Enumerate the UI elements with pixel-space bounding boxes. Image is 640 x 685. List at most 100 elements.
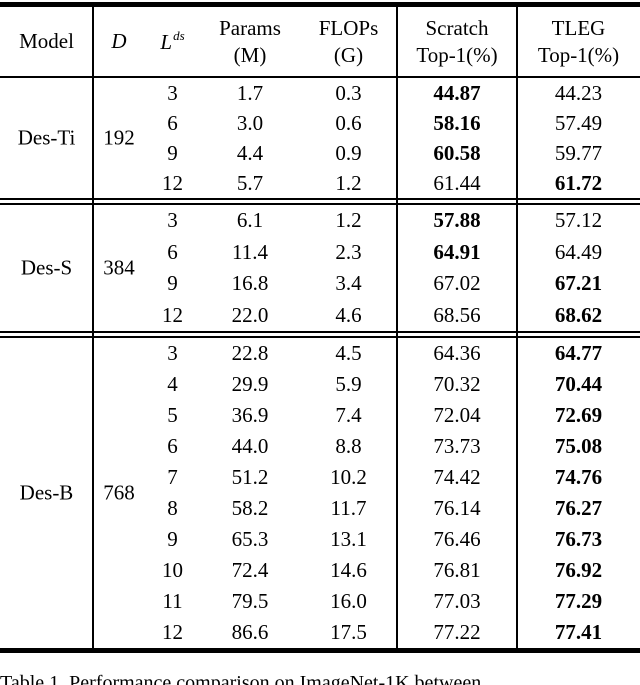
cell-tleg-top1: 57.12 [554,208,603,233]
column-header-model-label: Model [19,29,74,53]
table-row: 3 22.8 4.5 64.36 64.77 [0,338,640,369]
cell-tleg-top1: 64.77 [554,341,603,365]
cell-flops: 0.3 [335,80,362,105]
table-row: 6 11.4 2.3 64.91 64.49 [0,237,640,269]
cell-tleg-top1: 67.21 [554,271,603,296]
cell-params: 79.5 [231,589,269,613]
cell-tleg-top1: 64.49 [554,239,603,264]
cell-lds: 3 [167,341,178,365]
cell-params: 44.0 [231,434,269,458]
cell-tleg-top1: 76.27 [554,496,603,520]
column-header-tleg: TLEG Top-1(%) [517,15,640,69]
table-row: 6 44.0 8.8 73.73 75.08 [0,431,640,462]
table-row: 12 22.0 4.6 68.56 68.62 [0,300,640,332]
cell-flops: 11.7 [330,496,367,520]
cell-scratch-top1: 44.87 [433,80,481,105]
cell-flops: 16.0 [330,589,367,613]
cell-flops: 10.2 [330,465,367,489]
cell-lds: 8 [167,496,178,520]
cell-params: 1.7 [236,80,264,105]
table-row: 3 1.7 0.3 44.87 44.23 [0,78,640,108]
cell-params: 65.3 [231,527,269,551]
cell-lds: 9 [167,140,178,165]
cell-tleg-top1: 76.92 [554,558,603,582]
table-row: 9 16.8 3.4 67.02 67.21 [0,268,640,300]
cell-scratch-top1: 64.36 [433,341,481,365]
column-header-d: D [93,29,145,54]
cell-params: 6.1 [236,208,264,233]
table-caption: Table 1. Performance comparison on Image… [0,672,640,685]
cell-scratch-top1: 74.42 [433,465,481,489]
cell-scratch-top1: 57.88 [433,208,481,233]
column-header-flops-line1: FLOPs [318,15,379,40]
cell-params: 29.9 [231,372,269,396]
model-name-label: Des-B [19,480,74,505]
cell-tleg-top1: 59.77 [554,140,603,165]
cell-flops: 0.9 [335,140,362,165]
cell-tleg-top1: 77.29 [554,589,603,613]
cell-flops: 7.4 [335,403,362,427]
table-row: 12 5.7 1.2 61.44 61.72 [0,168,640,198]
table-row: 8 58.2 11.7 76.14 76.27 [0,493,640,524]
embed-dim-label: 192 [103,125,135,150]
section-separator-2 [0,331,640,338]
column-header-scratch: Scratch Top-1(%) [397,15,517,69]
section-des-ti: Des-Ti 192 3 1.7 0.3 44.87 44.23 6 3.0 0.6 58.16 57… [0,78,640,198]
table-row: 3 6.1 1.2 57.88 57.12 [0,205,640,237]
cell-scratch-top1: 76.14 [433,496,481,520]
cell-flops: 5.9 [335,372,362,396]
cell-lds: 12 [162,170,183,195]
table-caption-text: Table 1. Performance comparison on Image… [0,672,482,685]
cell-lds: 6 [167,239,178,264]
cell-lds: 11 [162,589,183,613]
cell-lds: 3 [167,80,178,105]
section-des-b: Des-B 768 3 22.8 4.5 64.36 64.77 4 29.9 5.9 70.32 7… [0,338,640,648]
table-row: 9 4.4 0.9 60.58 59.77 [0,138,640,168]
cell-flops: 13.1 [330,527,367,551]
cell-flops: 2.3 [335,239,362,264]
cell-params: 58.2 [231,496,269,520]
cell-lds: 5 [167,403,178,427]
column-header-params-line1: Params [219,15,281,40]
cell-params: 51.2 [231,465,269,489]
cell-lds: 9 [167,271,178,296]
cell-scratch-top1: 67.02 [433,271,481,296]
model-name-label: Des-S [20,255,73,280]
cell-lds: 3 [167,208,178,233]
cell-flops: 4.5 [335,341,362,365]
cell-lds: 12 [162,620,183,644]
column-header-tleg-line1: TLEG [551,15,606,40]
cell-params: 4.4 [236,140,264,165]
cell-params: 86.6 [231,620,269,644]
table-row: 5 36.9 7.4 72.04 72.69 [0,400,640,431]
cell-tleg-top1: 61.72 [554,170,603,195]
cell-params: 72.4 [231,558,269,582]
cell-tleg-top1: 75.08 [554,434,603,458]
column-divider-scratch [396,7,398,648]
cell-params: 36.9 [231,403,269,427]
column-header-flops-line2: (G) [333,42,364,67]
cell-scratch-top1: 77.03 [433,589,481,613]
embed-dim-label: 768 [103,480,135,505]
cell-params: 16.8 [231,271,269,296]
cell-flops: 14.6 [330,558,367,582]
table-row: 4 29.9 5.9 70.32 70.44 [0,369,640,400]
cell-tleg-top1: 68.62 [554,302,603,327]
cell-tleg-top1: 57.49 [554,110,603,135]
column-header-flops: FLOPs (G) [300,15,397,69]
cell-flops: 0.6 [335,110,362,135]
embed-dim-label: 384 [103,255,135,280]
cell-tleg-top1: 44.23 [554,80,603,105]
cell-flops: 4.6 [335,302,362,327]
table-row: 6 3.0 0.6 58.16 57.49 [0,108,640,138]
cell-scratch-top1: 60.58 [433,140,481,165]
column-divider-model [92,7,94,648]
cell-params: 5.7 [236,170,264,195]
cell-params: 22.0 [231,302,269,327]
cell-lds: 4 [167,372,178,396]
column-header-d-label: D [111,29,127,53]
cell-flops: 1.2 [335,170,362,195]
model-name-label: Des-Ti [17,125,76,150]
cell-flops: 3.4 [335,271,362,296]
